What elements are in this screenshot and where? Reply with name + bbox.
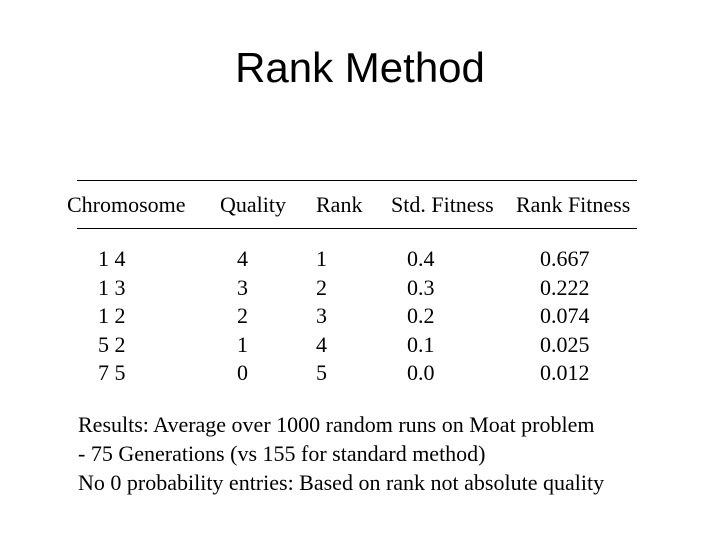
table-cell: 1 2 [98, 303, 126, 328]
column-header: Std. Fitness [391, 192, 494, 217]
table-cell: 1 [237, 331, 248, 357]
table-cell: 0.025 [540, 331, 590, 357]
column-header: Quality [220, 192, 286, 217]
results-notes: Results: Average over 1000 random runs o… [78, 410, 604, 497]
slide-title: Rank Method [235, 44, 485, 91]
table-cell: 0.2 [407, 303, 435, 328]
table-cell: 3 [316, 303, 327, 328]
note-line: No 0 probability entries: Based on rank … [78, 470, 605, 495]
table-cell: 4 [237, 246, 248, 271]
table-cell: 1 [316, 246, 327, 271]
note-line: - 75 Generations (vs 155 for standard me… [78, 441, 486, 466]
table-cell: 7 5 [98, 360, 126, 385]
table-cell: 0 [237, 360, 248, 385]
table-cell: 1 4 [98, 246, 126, 271]
column-header: Chromosome [67, 192, 186, 217]
table-cell: 1 3 [98, 274, 126, 300]
column-header: Rank Fitness [516, 192, 631, 217]
table-cell: 0.3 [407, 274, 435, 300]
table-cell: 5 2 [98, 331, 126, 357]
column-header: Rank [316, 192, 363, 217]
table-cell: 3 [237, 274, 248, 300]
note-line: Results: Average over 1000 random runs o… [78, 412, 595, 437]
table-cell: 0.0 [407, 360, 435, 385]
table-cell: 0.222 [540, 274, 590, 300]
table-cell: 0.4 [407, 246, 435, 271]
table-cell: 2 [316, 274, 327, 300]
table-cell: 5 [316, 360, 327, 385]
table-cell: 4 [316, 331, 327, 357]
table-top-rule [77, 180, 637, 181]
table-header-rule [77, 228, 637, 229]
table-cell: 2 [237, 303, 248, 328]
table-cell: 0.012 [540, 360, 590, 385]
table-cell: 0.1 [407, 331, 435, 357]
table-cell: 0.667 [540, 246, 590, 271]
table-cell: 0.074 [540, 303, 590, 328]
